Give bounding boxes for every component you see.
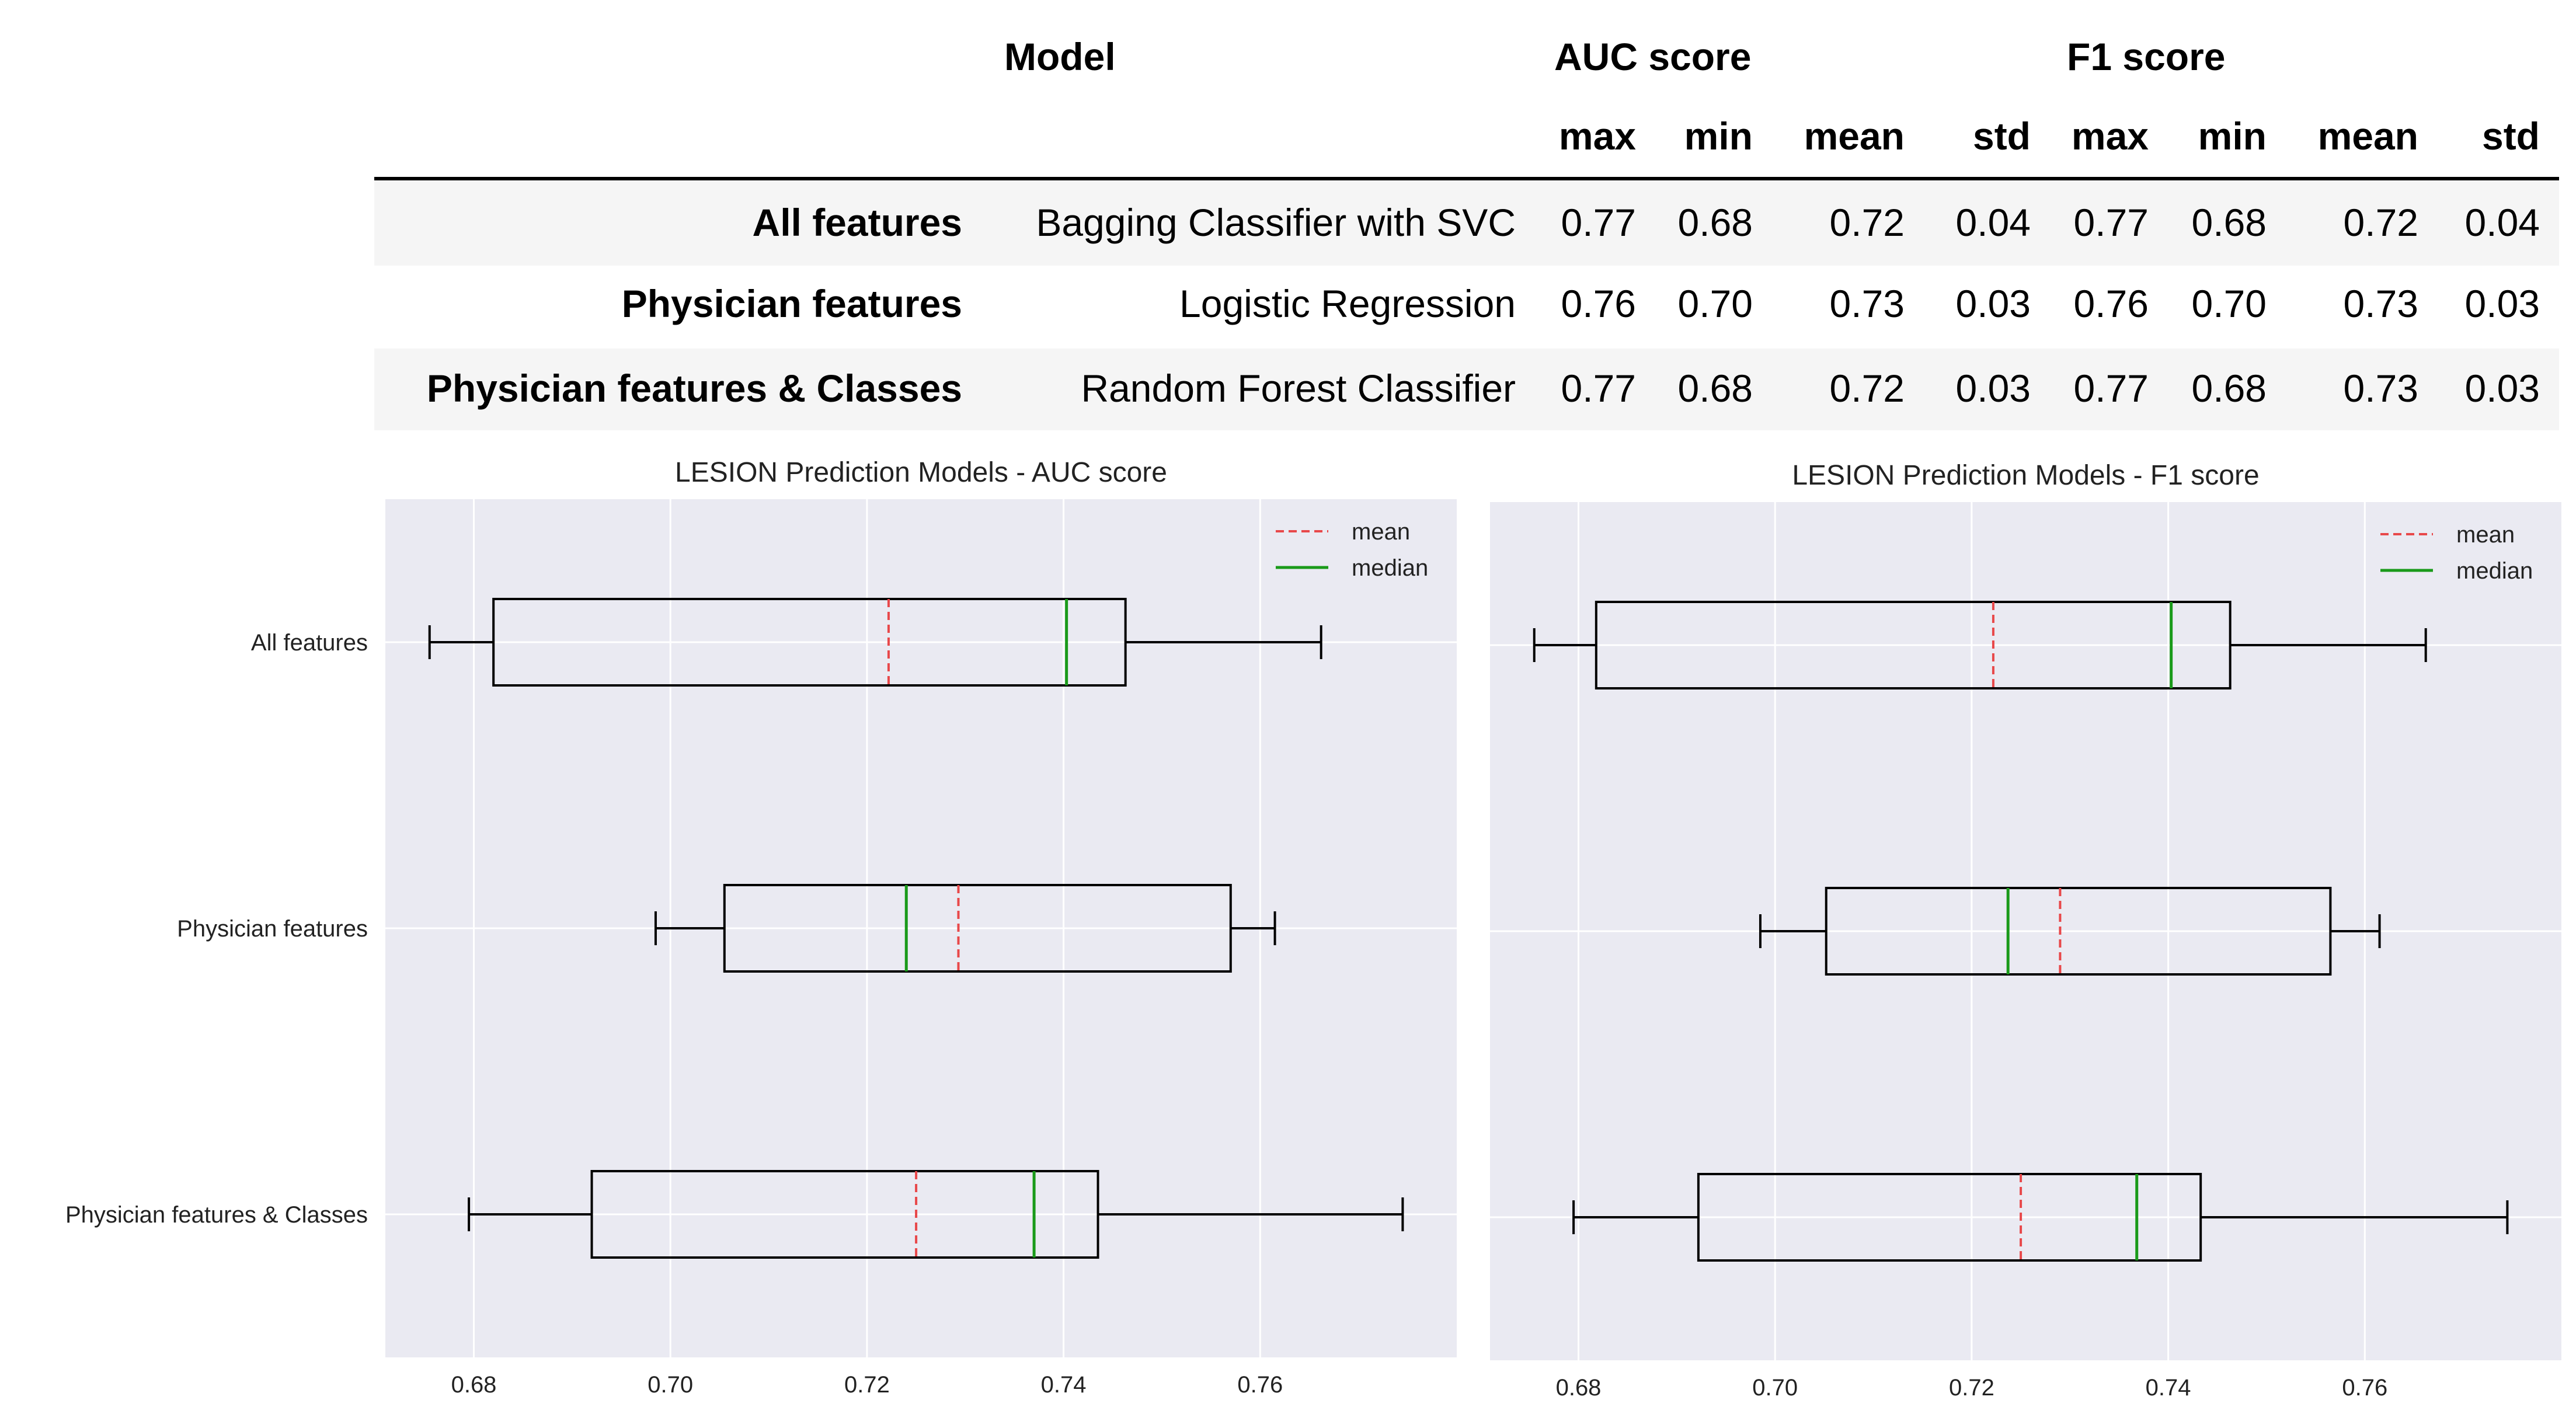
row-value-cell: 0.73 (2343, 367, 2418, 410)
subheader-min: min (2198, 114, 2267, 158)
row-value-cell: 0.03 (2464, 367, 2540, 410)
row-value-cell: 0.03 (1955, 282, 2031, 325)
row-model: Bagging Classifier with SVC (1036, 201, 1516, 244)
box-1 (428, 598, 1322, 687)
box-iqr (492, 598, 1127, 687)
row-value-cell: 0.70 (1677, 282, 1753, 325)
legend-median-label: median (2456, 558, 2533, 584)
y-category-label: All features (251, 630, 368, 656)
header-rule (374, 177, 2559, 180)
box-iqr (1595, 601, 2232, 689)
header-model: Model (1004, 35, 1116, 78)
x-tick-label: 0.72 (1949, 1375, 1994, 1401)
y-category-label: Physician features (177, 916, 368, 942)
header-auc-score: AUC score (1554, 35, 1752, 78)
chart-title: LESION Prediction Models - F1 score (1792, 460, 2259, 491)
legend-median-label: median (1352, 555, 1428, 581)
row-value-cell: 0.77 (2073, 201, 2149, 244)
row-value-cell: 0.72 (2343, 201, 2418, 244)
subheader-mean: mean (1804, 114, 1905, 158)
box-iqr (590, 1170, 1099, 1259)
box-2 (654, 884, 1276, 973)
row-value-cell: 0.03 (2464, 282, 2540, 325)
row-value-cell: 0.04 (2464, 201, 2540, 244)
auc-boxplot-svg: LESION Prediction Models - AUC score 0.68… (65, 457, 1457, 1398)
row-value-cell: 0.04 (1955, 201, 2031, 244)
x-tick-label: 0.68 (1556, 1375, 1602, 1401)
row-value-cell: 0.03 (1955, 367, 2031, 410)
legend-mean-label: mean (1352, 519, 1410, 545)
subheader-std: std (2482, 114, 2540, 158)
table-row-band (374, 349, 2559, 430)
box-iqr (1825, 887, 2332, 976)
x-tick-label: 0.76 (2342, 1375, 2387, 1401)
subheader-mean: mean (2317, 114, 2418, 158)
box-3 (1572, 1173, 2509, 1262)
row-value-cell: 0.76 (1561, 282, 1636, 325)
chart-title: LESION Prediction Models - AUC score (675, 457, 1167, 488)
row-value-cell: 0.72 (1829, 201, 1905, 244)
x-tick-label: 0.70 (648, 1372, 693, 1398)
row-feature-set: All features (752, 201, 962, 244)
subheader-min: min (1684, 114, 1753, 158)
subheader-max: max (2071, 114, 2149, 158)
row-value-cell: 0.68 (1677, 367, 1753, 410)
row-value-cell: 0.68 (2191, 367, 2267, 410)
row-feature-set: Physician features & Classes (426, 367, 962, 410)
legend: mean median (2380, 522, 2533, 584)
box-2 (1759, 887, 2381, 976)
row-value-cell: 0.76 (2073, 282, 2149, 325)
row-value-cell: 0.73 (1829, 282, 1905, 325)
box-1 (1533, 601, 2427, 689)
box-3 (468, 1170, 1404, 1259)
results-table: Model AUC score F1 score max min mean std ma… (0, 0, 2576, 432)
row-feature-set: Physician features (621, 282, 962, 325)
row-value-cell: 0.73 (2343, 282, 2418, 325)
y-category-label: Physician features & Classes (65, 1202, 368, 1228)
row-model: Logistic Regression (1179, 282, 1516, 325)
row-model: Random Forest Classifier (1081, 367, 1516, 410)
table-row-band (374, 180, 2559, 266)
row-value-cell: 0.70 (2191, 282, 2267, 325)
x-tick-label: 0.72 (844, 1372, 890, 1398)
row-value-cell: 0.68 (2191, 201, 2267, 244)
x-tick-label: 0.74 (2146, 1375, 2191, 1401)
subheader-std: std (1973, 114, 2031, 158)
legend: mean median (1276, 519, 1428, 581)
f1-boxplot-chart: LESION Prediction Models - F1 score 0.68 0… (1460, 444, 2576, 1404)
box-iqr (1697, 1173, 2202, 1262)
auc-boxplot-chart: LESION Prediction Models - AUC score 0.68… (0, 444, 1460, 1404)
x-tick-label: 0.76 (1237, 1372, 1283, 1398)
x-tick-label: 0.68 (451, 1372, 497, 1398)
x-tick-label: 0.70 (1752, 1375, 1798, 1401)
row-value-cell: 0.77 (2073, 367, 2149, 410)
row-value-cell: 0.77 (1561, 201, 1636, 244)
x-tick-label: 0.74 (1041, 1372, 1087, 1398)
subheader-max: max (1558, 114, 1636, 158)
row-value-cell: 0.72 (1829, 367, 1905, 410)
row-value-cell: 0.68 (1677, 201, 1753, 244)
row-value-cell: 0.77 (1561, 367, 1636, 410)
header-f1-score: F1 score (2067, 35, 2226, 78)
f1-boxplot-svg: LESION Prediction Models - F1 score 0.68 0… (1490, 460, 2561, 1401)
legend-mean-label: mean (2456, 522, 2515, 548)
box-iqr (723, 884, 1232, 973)
